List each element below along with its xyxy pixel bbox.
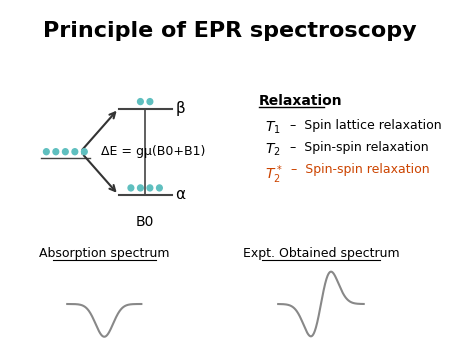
Text: ΔE = gμ(B0+B1): ΔE = gμ(B0+B1) xyxy=(100,145,205,158)
Text: –  Spin-spin relaxation: – Spin-spin relaxation xyxy=(286,141,428,154)
Circle shape xyxy=(63,149,68,155)
Circle shape xyxy=(137,99,143,105)
Text: Absorption spectrum: Absorption spectrum xyxy=(39,247,170,261)
Circle shape xyxy=(147,185,153,191)
Circle shape xyxy=(82,149,87,155)
Circle shape xyxy=(156,185,162,191)
Circle shape xyxy=(53,149,59,155)
Text: Expt. Obtained spectrum: Expt. Obtained spectrum xyxy=(243,247,399,261)
Text: $T_2$: $T_2$ xyxy=(265,141,281,158)
Text: Relaxation: Relaxation xyxy=(259,94,343,108)
Circle shape xyxy=(72,149,78,155)
Text: $T_1$: $T_1$ xyxy=(265,120,281,136)
Text: β: β xyxy=(175,101,185,116)
Text: $T_2^*$: $T_2^*$ xyxy=(265,163,283,186)
Text: –  Spin lattice relaxation: – Spin lattice relaxation xyxy=(286,120,441,132)
Circle shape xyxy=(128,185,134,191)
Text: B0: B0 xyxy=(136,215,155,229)
Text: –  Spin-spin relaxation: – Spin-spin relaxation xyxy=(292,163,430,176)
Circle shape xyxy=(137,185,143,191)
Text: α: α xyxy=(175,187,186,202)
Circle shape xyxy=(147,99,153,105)
Text: Principle of EPR spectroscopy: Principle of EPR spectroscopy xyxy=(43,21,417,41)
Circle shape xyxy=(44,149,49,155)
